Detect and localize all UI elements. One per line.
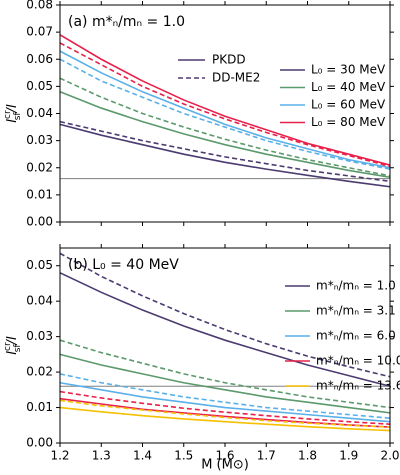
y-label-main: I	[5, 351, 20, 355]
y-label-rest: /I	[5, 104, 20, 113]
x-tick-label: 1.2	[50, 449, 69, 463]
y-tick-label: 0.03	[26, 133, 53, 147]
solid-line	[59, 123, 391, 188]
legend-label: L₀ = 30 MeV	[311, 63, 386, 77]
legend-label: L₀ = 80 MeV	[311, 115, 386, 129]
dashed-line	[59, 120, 391, 183]
y-tick-label: 0.01	[26, 187, 53, 201]
y-tick-label: 0.00	[26, 215, 53, 229]
y-label-sup: cr	[3, 342, 13, 351]
dashed-line	[59, 42, 391, 168]
y-tick-label: 0.03	[26, 329, 53, 343]
y-label-rest: /I	[5, 336, 20, 345]
y-axis-label: Icrsf/I	[3, 104, 23, 123]
y-tick-label: 0.00	[26, 436, 53, 450]
x-tick-label: 1.5	[174, 449, 193, 463]
panel-title: (a) m*ₙ/mₙ = 1.0	[68, 14, 185, 30]
legend-label: m*ₙ/mₙ = 13.6	[316, 379, 400, 393]
x-tick-label: 1.9	[339, 449, 358, 463]
plot-frame	[59, 247, 391, 444]
y-tick-label: 0.07	[26, 25, 53, 39]
y-label-sup: cr	[3, 110, 13, 119]
dashed-line	[59, 390, 391, 426]
y-tick-label: 0.01	[26, 400, 53, 414]
y-tick-label: 0.02	[26, 365, 53, 379]
y-tick-label: 0.04	[26, 106, 53, 120]
x-tick-label: 1.3	[92, 449, 111, 463]
y-tick-label: 0.08	[26, 0, 53, 12]
x-tick-label: 1.7	[257, 449, 276, 463]
solid-line	[59, 34, 391, 166]
panel-title: (b) L₀ = 40 MeV	[68, 257, 179, 273]
solid-line	[59, 353, 391, 414]
dashed-line	[59, 373, 391, 419]
dashed-line	[59, 339, 391, 409]
x-tick-label: 1.6	[215, 449, 234, 463]
legend-label: DD-ME2	[212, 71, 260, 85]
solid-line	[59, 50, 391, 169]
legend-label: PKDD	[212, 53, 246, 67]
plot-frame	[59, 4, 391, 223]
legend-label: L₀ = 40 MeV	[311, 80, 386, 94]
x-axis-label: M (M⊙)	[201, 458, 249, 473]
solid-line	[59, 91, 391, 179]
x-tick-label: 2.0	[380, 449, 399, 463]
y-label-sub: sf	[13, 112, 23, 121]
legend-label: m*ₙ/mₙ = 6.0	[316, 329, 396, 343]
legend-label: m*ₙ/mₙ = 10.0	[316, 354, 400, 368]
dashed-line	[59, 399, 391, 428]
legend-label: m*ₙ/mₙ = 3.1	[316, 304, 396, 318]
solid-line	[59, 381, 391, 423]
y-label-sub: sf	[13, 344, 23, 353]
y-tick-label: 0.06	[26, 52, 53, 66]
y-tick-label: 0.05	[26, 258, 53, 272]
x-tick-label: 1.8	[298, 449, 317, 463]
legend-label: L₀ = 60 MeV	[311, 98, 386, 112]
y-tick-label: 0.02	[26, 160, 53, 174]
y-tick-label: 0.05	[26, 79, 53, 93]
dashed-line	[59, 58, 391, 170]
y-tick-label: 0.04	[26, 294, 53, 308]
x-tick-label: 1.4	[133, 449, 152, 463]
dashed-line	[59, 77, 391, 177]
dashed-line	[59, 252, 391, 378]
solid-line	[59, 272, 391, 388]
y-axis-label: Icrsf/I	[3, 336, 23, 355]
y-label-main: I	[5, 119, 20, 123]
solid-line	[59, 406, 391, 432]
legend-label: m*ₙ/mₙ = 1.0	[316, 279, 396, 293]
